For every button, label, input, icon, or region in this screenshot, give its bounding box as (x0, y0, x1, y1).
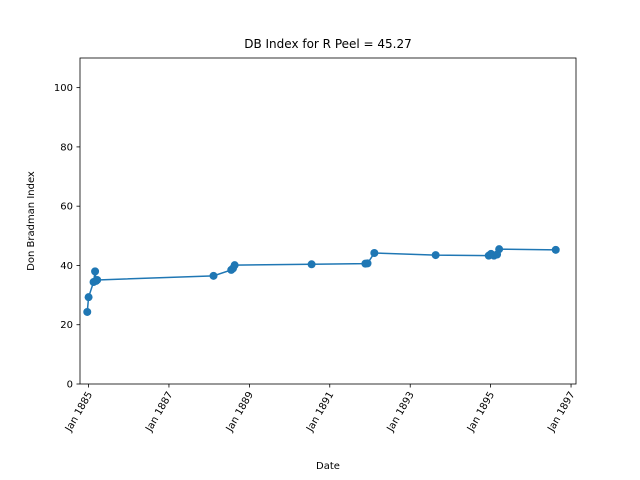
data-point (551, 245, 560, 254)
y-tick-label: 60 (60, 202, 73, 213)
data-point (91, 267, 100, 276)
data-point (84, 293, 93, 302)
y-tick-label: 0 (67, 380, 73, 391)
data-point (230, 261, 239, 270)
y-tick-label: 100 (54, 83, 73, 94)
data-point (93, 275, 102, 284)
data-point (495, 245, 504, 254)
data-point (363, 259, 372, 268)
plot-frame (79, 57, 577, 385)
y-tick-label: 80 (60, 142, 73, 153)
y-tick-label: 20 (60, 320, 73, 331)
data-point (370, 249, 379, 258)
data-point (209, 271, 218, 280)
data-point (307, 260, 316, 269)
chart-title: DB Index for R Peel = 45.27 (244, 37, 412, 51)
x-axis-title: Date (316, 461, 340, 472)
data-point (83, 307, 92, 316)
data-point (431, 251, 440, 260)
y-tick-label: 40 (60, 261, 73, 272)
y-axis-title: Don Bradman Index (26, 171, 37, 271)
